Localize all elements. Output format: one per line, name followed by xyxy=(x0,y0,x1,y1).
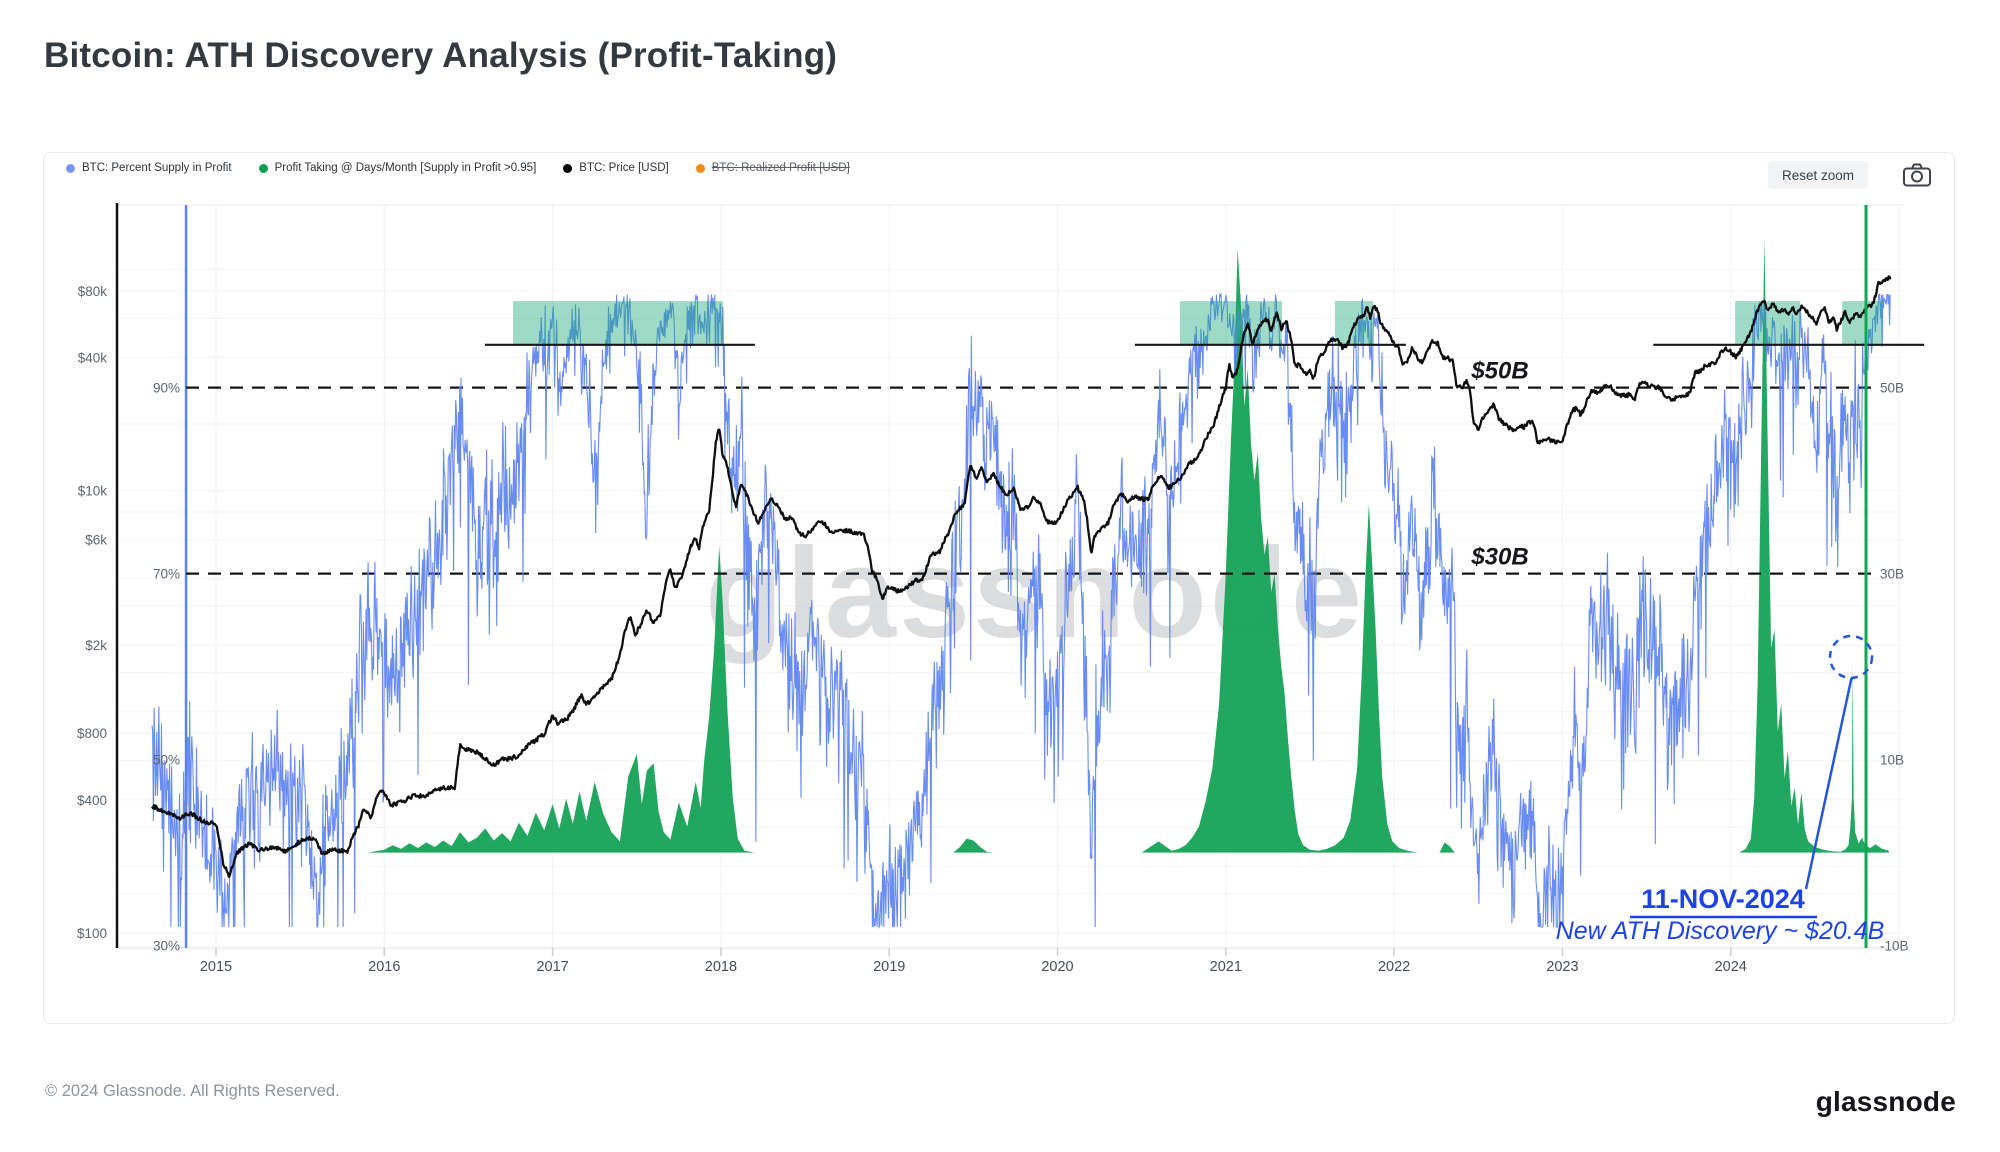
price-axis-tick: $2k xyxy=(85,638,107,653)
legend-item-realized-profit[interactable]: BTC: Realized Profit [USD] xyxy=(695,162,850,174)
price-axis-tick: $40k xyxy=(78,350,108,365)
page-title: Bitcoin: ATH Discovery Analysis (Profit-… xyxy=(44,36,838,75)
camera-icon xyxy=(1903,163,1931,187)
x-axis-tick: 2015 xyxy=(200,959,232,975)
highlight-circle-icon xyxy=(1828,634,1874,680)
chart-panel xyxy=(43,152,1955,1024)
right-axis-tick: 30B xyxy=(1880,567,1904,582)
legend-item-price[interactable]: BTC: Price [USD] xyxy=(563,162,669,174)
price-axis-tick: $6k xyxy=(85,533,107,548)
right-axis-tick: -10B xyxy=(1880,939,1909,954)
legend: BTC: Percent Supply in Profit Profit Tak… xyxy=(66,162,850,174)
axis-layer: $50B $30B $80k $40k $10k $6k $2k $800 $400 $100 90… xyxy=(77,284,1909,975)
percent-axis-tick: 50% xyxy=(153,753,180,768)
price-axis-tick: $400 xyxy=(77,793,107,808)
legend-label: BTC: Price [USD] xyxy=(579,162,669,174)
x-axis-tick: 2024 xyxy=(1715,959,1747,975)
percent-axis-tick: 30% xyxy=(153,939,180,954)
legend-item-supply-in-profit[interactable]: BTC: Percent Supply in Profit xyxy=(66,162,232,174)
x-axis-tick: 2018 xyxy=(705,959,737,975)
x-axis-tick: 2016 xyxy=(368,959,400,975)
x-axis-tick: 2017 xyxy=(536,959,568,975)
price-axis-tick: $800 xyxy=(77,726,107,741)
level-label: $30B xyxy=(1470,544,1528,571)
percent-axis-tick: 70% xyxy=(153,567,180,582)
price-axis-tick: $100 xyxy=(77,926,107,941)
percent-axis-tick: 90% xyxy=(153,381,180,396)
price-axis-tick: $10k xyxy=(78,484,108,499)
annotation-date: 11-NOV-2024 xyxy=(1641,884,1805,914)
series-dot-icon xyxy=(695,163,705,173)
footer-copyright: © 2024 Glassnode. All Rights Reserved. xyxy=(45,1082,340,1100)
x-axis-tick: 2021 xyxy=(1210,959,1242,975)
legend-label: Profit Taking @ Days/Month [Supply in Pr… xyxy=(274,162,537,174)
legend-label: BTC: Realized Profit [USD] xyxy=(711,162,850,174)
annotation-arrow xyxy=(1804,677,1853,890)
series-dot-icon xyxy=(563,163,573,173)
x-axis-tick: 2019 xyxy=(873,959,905,975)
series-dot-icon xyxy=(258,163,268,173)
legend-item-profit-taking[interactable]: Profit Taking @ Days/Month [Supply in Pr… xyxy=(258,162,537,174)
x-axis-tick: 2020 xyxy=(1041,959,1073,975)
x-axis-tick: 2023 xyxy=(1546,959,1578,975)
glassnode-logo: glassnode xyxy=(1815,1086,1956,1117)
screenshot-button[interactable] xyxy=(1898,160,1936,190)
right-axis-tick: 50B xyxy=(1880,381,1904,396)
annotation-group: 11-NOV-2024 New ATH Discovery ~ $20.4B xyxy=(1556,634,1885,945)
level-label: $50B xyxy=(1470,358,1528,385)
price-axis-tick: $80k xyxy=(78,284,108,299)
reset-zoom-button[interactable]: Reset zoom xyxy=(1768,161,1869,189)
series-layer xyxy=(115,203,1925,948)
annotation-text: New ATH Discovery ~ $20.4B xyxy=(1556,917,1885,945)
legend-label: BTC: Percent Supply in Profit xyxy=(82,162,232,174)
series-dot-icon xyxy=(66,163,75,173)
x-axis-tick: 2022 xyxy=(1378,959,1410,975)
right-axis-tick: 10B xyxy=(1880,753,1904,768)
